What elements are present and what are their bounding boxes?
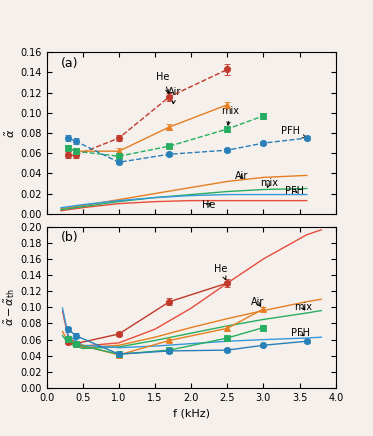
Text: (b): (b)	[61, 232, 79, 245]
Text: mix: mix	[222, 106, 239, 125]
Text: Air: Air	[168, 87, 181, 104]
Y-axis label: $\tilde{\alpha}$: $\tilde{\alpha}$	[4, 129, 18, 138]
Text: He: He	[214, 264, 228, 279]
X-axis label: f (kHz): f (kHz)	[173, 409, 210, 419]
Text: mix: mix	[294, 302, 312, 312]
Text: PFH: PFH	[291, 328, 310, 338]
Text: PFH: PFH	[285, 186, 304, 195]
Text: PFH: PFH	[282, 126, 306, 138]
Text: Air: Air	[250, 297, 264, 307]
Text: He: He	[157, 72, 170, 93]
Text: Air: Air	[235, 171, 248, 181]
Text: mix: mix	[260, 178, 278, 188]
Text: (a): (a)	[61, 57, 79, 70]
Text: He: He	[202, 200, 215, 210]
Y-axis label: $\tilde{\alpha} - \tilde{\alpha}_{\mathrm{th}}$: $\tilde{\alpha} - \tilde{\alpha}_{\mathr…	[3, 289, 18, 326]
